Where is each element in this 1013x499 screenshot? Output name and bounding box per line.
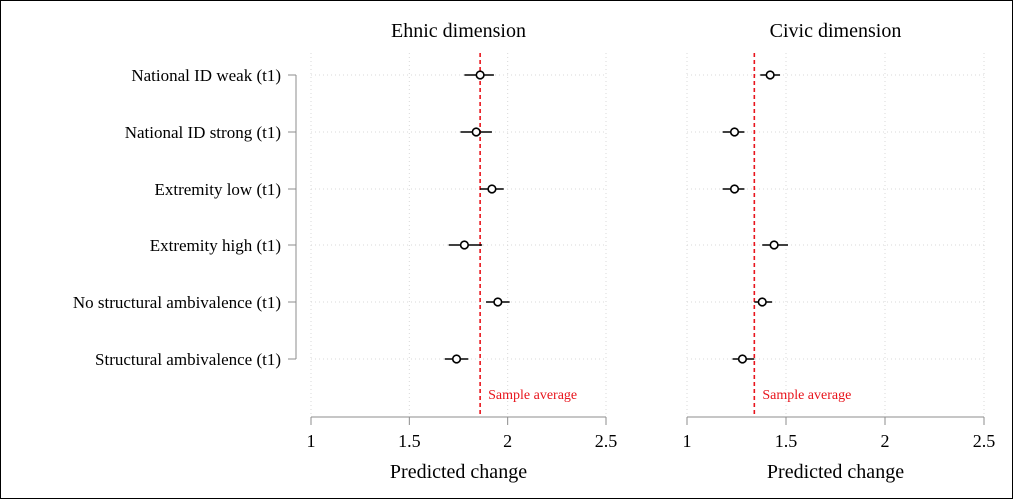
x-axis-title: Predicted change: [767, 461, 904, 483]
point-estimate: [757, 297, 767, 307]
category-label: National ID strong (t1): [125, 123, 281, 142]
point-estimate: [729, 127, 740, 137]
x-tick-label: 1.5: [775, 431, 798, 451]
point-estimate: [737, 354, 748, 364]
x-tick-label: 1: [683, 431, 692, 451]
panel-title: Civic dimension: [770, 20, 902, 42]
x-tick-label: 1.5: [398, 431, 421, 451]
point-estimate: [475, 70, 485, 80]
category-label: Structural ambivalence (t1): [95, 350, 281, 369]
x-tick-label: 2: [881, 431, 890, 451]
point-estimate: [487, 184, 497, 194]
category-label: National ID weak (t1): [131, 66, 281, 85]
x-tick-label: 1: [307, 431, 316, 451]
point-estimate: [459, 240, 470, 250]
point-estimate: [765, 70, 775, 80]
point-estimate: [493, 297, 503, 307]
sample-average-label: Sample average: [762, 388, 851, 403]
x-tick-label: 2.5: [973, 431, 996, 451]
panel-title: Ehnic dimension: [391, 20, 526, 42]
x-axis-title: Predicted change: [390, 461, 527, 483]
point-estimate: [451, 354, 462, 364]
category-label: No structural ambivalence (t1): [73, 293, 281, 312]
point-estimate: [729, 184, 740, 194]
x-tick-label: 2.5: [595, 431, 618, 451]
point-estimate: [769, 240, 779, 250]
sample-average-label: Sample average: [488, 388, 577, 403]
point-estimate: [471, 127, 481, 137]
x-tick-label: 2: [503, 431, 512, 451]
category-label: Extremity low (t1): [154, 180, 281, 199]
category-label: Extremity high (t1): [150, 236, 281, 255]
